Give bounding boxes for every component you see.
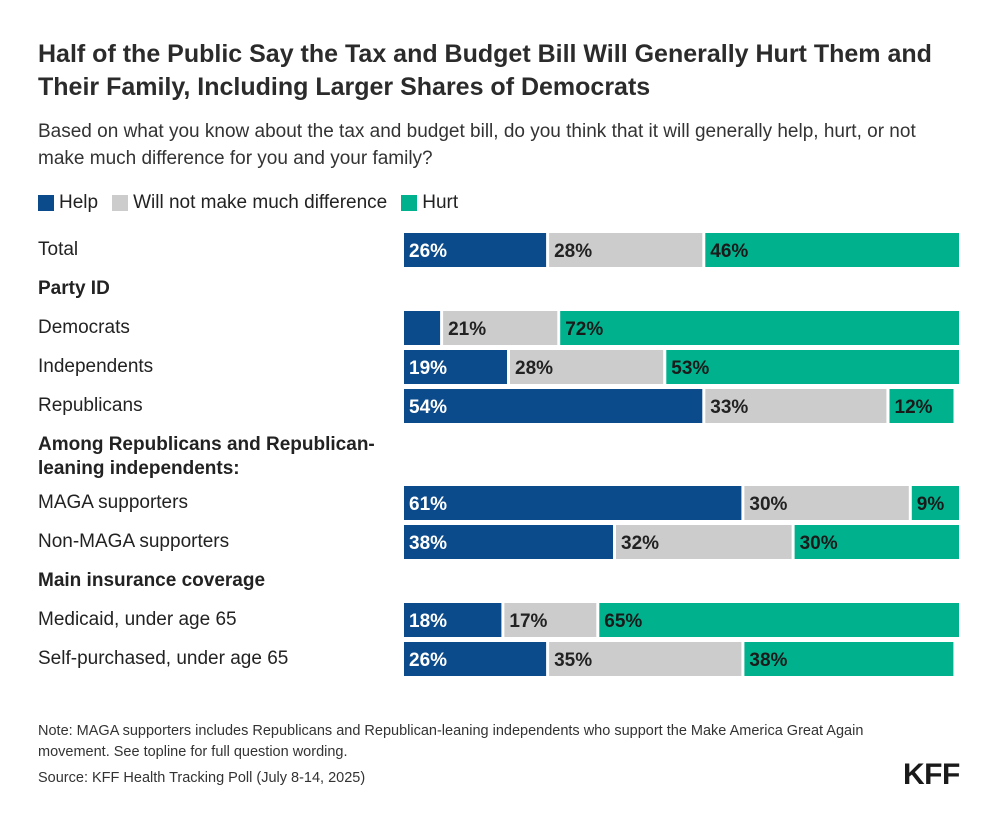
legend-item-hurt: Hurt — [401, 192, 458, 214]
bar-maga-supporters-no-difference — [744, 486, 909, 520]
bar-republicans-hurt — [889, 389, 954, 423]
bar-label-medicaid-under-age-65-hurt: 65% — [604, 611, 642, 632]
bar-maga-supporters-hurt — [911, 486, 959, 520]
bar-independents-hurt — [666, 350, 959, 384]
bar-total-help — [404, 233, 547, 267]
bar-non-maga-supporters-hurt — [794, 525, 959, 559]
legend: Help Will not make much difference Hurt — [38, 192, 472, 214]
legend-item-no-difference: Will not make much difference — [112, 192, 387, 214]
bar-label-democrats-no-difference: 21% — [448, 319, 486, 340]
bar-non-maga-supporters-help — [404, 525, 613, 559]
bar-self-purchased-under-age-65-help — [404, 642, 547, 676]
row-label-non-maga-supporters: Non-MAGA supporters — [38, 531, 230, 552]
bar-label-republicans-no-difference: 33% — [710, 397, 748, 418]
row-label-total: Total — [38, 239, 79, 260]
row-label-democrats: Democrats — [38, 317, 130, 338]
bar-self-purchased-under-age-65-no-difference — [549, 642, 742, 676]
bar-republicans-no-difference — [705, 389, 887, 423]
bar-label-independents-hurt: 53% — [671, 358, 709, 379]
bar-total-no-difference — [549, 233, 703, 267]
bar-label-non-maga-supporters-hurt: 30% — [800, 533, 838, 554]
legend-swatch-no-difference — [112, 195, 129, 211]
source-line: Source: KFF Health Tracking Poll (July 8… — [38, 770, 366, 786]
bar-label-medicaid-under-age-65-no-difference: 17% — [509, 611, 547, 632]
bar-label-total-help: 26% — [409, 241, 447, 262]
row-label-self-purchased-under-age-65: Self-purchased, under age 65 — [38, 648, 289, 669]
chart-subtitle: Based on what you know about the tax and… — [38, 121, 916, 169]
bar-medicaid-under-age-65-hurt — [599, 603, 959, 637]
legend-label-hurt: Hurt — [422, 192, 459, 213]
legend-label-help: Help — [59, 192, 99, 213]
row-label-medicaid-under-age-65: Medicaid, under age 65 — [38, 609, 237, 630]
chart-title: Half of the Public Say the Tax and Budge… — [38, 40, 932, 101]
legend-item-help: Help — [38, 192, 98, 214]
bar-democrats-no-difference — [443, 311, 558, 345]
bar-label-non-maga-supporters-help: 38% — [409, 533, 447, 554]
bar-label-self-purchased-under-age-65-help: 26% — [409, 650, 447, 671]
bar-democrats-help — [404, 311, 441, 345]
bar-label-maga-supporters-hurt: 9% — [917, 494, 945, 515]
bar-label-total-no-difference: 28% — [554, 241, 592, 262]
bar-medicaid-under-age-65-no-difference — [504, 603, 597, 637]
bar-label-self-purchased-under-age-65-no-difference: 35% — [554, 650, 592, 671]
legend-swatch-help — [38, 195, 54, 211]
bar-label-self-purchased-under-age-65-hurt: 38% — [749, 650, 787, 671]
bar-democrats-hurt — [560, 311, 959, 345]
bar-label-independents-no-difference: 28% — [515, 358, 553, 379]
group-header-party-id: Party ID — [38, 278, 110, 299]
bar-label-republicans-help: 54% — [409, 397, 447, 418]
row-label-independents: Independents — [38, 356, 154, 377]
group-header-main-insurance-coverage: Main insurance coverage — [38, 570, 266, 591]
bar-label-republicans-hurt: 12% — [895, 397, 933, 418]
bar-republicans-help — [404, 389, 703, 423]
bar-label-maga-supporters-no-difference: 30% — [749, 494, 787, 515]
bar-non-maga-supporters-no-difference — [616, 525, 792, 559]
row-label-republicans: Republicans — [38, 395, 143, 416]
bar-independents-help — [404, 350, 507, 384]
bar-label-independents-help: 19% — [409, 358, 447, 379]
bar-maga-supporters-help — [404, 486, 742, 520]
legend-label-no-difference: Will not make much difference — [133, 192, 388, 213]
bar-label-medicaid-under-age-65-help: 18% — [409, 611, 447, 632]
row-label-maga-supporters: MAGA supporters — [38, 492, 188, 513]
bar-medicaid-under-age-65-help — [404, 603, 502, 637]
kff-logo: KFF — [903, 758, 960, 791]
bar-independents-no-difference — [510, 350, 664, 384]
bar-label-total-hurt: 46% — [710, 241, 748, 262]
bar-total-hurt — [705, 233, 959, 267]
legend-swatch-hurt — [401, 195, 418, 211]
bar-label-non-maga-supporters-no-difference: 32% — [621, 533, 659, 554]
bar-label-democrats-hurt: 72% — [565, 319, 603, 340]
bar-label-maga-supporters-help: 61% — [409, 494, 447, 515]
group-header-among-republicans-and-republican-leaning-independents: Among Republicans and Republican-leaning… — [38, 434, 375, 479]
footnote: Note: MAGA supporters includes Republica… — [38, 723, 864, 760]
stacked-bar-chart: 26% 28% 46% 21% 72% 19% 28% 53% 54% 33% 12% 61% 30% 9… — [404, 233, 959, 676]
bar-self-purchased-under-age-65-hurt — [744, 642, 954, 676]
